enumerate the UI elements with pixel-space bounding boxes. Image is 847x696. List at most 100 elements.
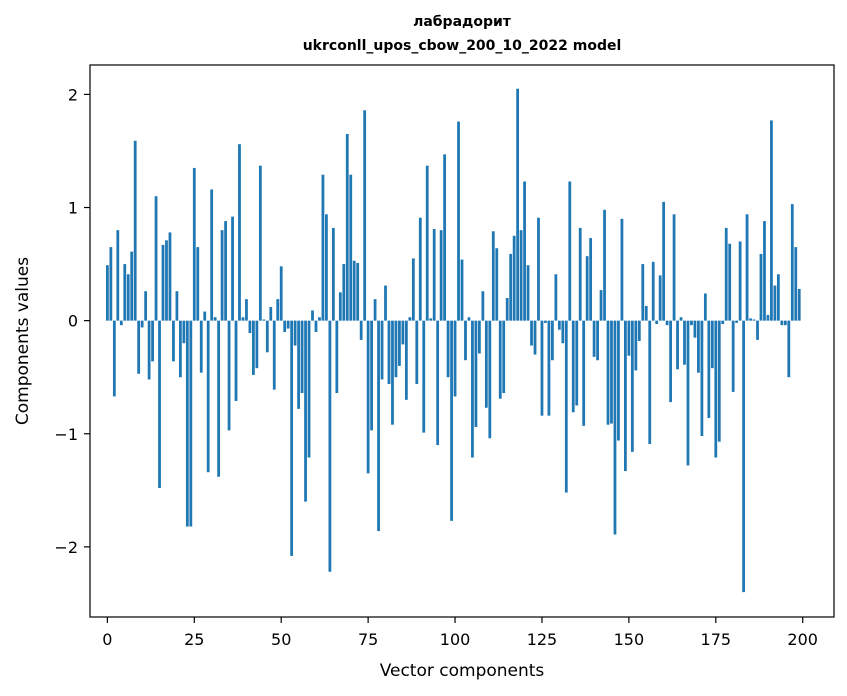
bar: [648, 320, 652, 444]
chart-subtitle: ukrconll_upos_cbow_200_10_2022 model: [303, 38, 622, 54]
x-axis-label: Vector components: [380, 661, 545, 681]
bar: [783, 320, 787, 326]
bar: [596, 320, 599, 361]
bar: [617, 320, 620, 441]
bar: [220, 230, 224, 321]
bar: [116, 230, 120, 321]
bar: [304, 320, 307, 502]
bar: [411, 258, 415, 321]
bar: [436, 320, 440, 446]
bar: [606, 320, 610, 425]
bar: [453, 320, 457, 397]
bar: [311, 310, 314, 321]
bar: [210, 189, 214, 321]
bar: [384, 285, 387, 321]
x-tick-label: 0: [102, 630, 112, 649]
bar: [213, 317, 217, 321]
bar: [690, 320, 693, 326]
bar: [314, 320, 318, 332]
bar: [196, 247, 200, 321]
bar: [498, 320, 502, 399]
bar: [331, 227, 335, 321]
bar: [401, 320, 405, 345]
bar: [547, 320, 551, 416]
bar: [700, 320, 704, 437]
bar: [255, 320, 259, 369]
bar: [286, 320, 290, 329]
bar: [613, 320, 617, 535]
bar: [624, 320, 627, 472]
bar: [398, 320, 401, 366]
bar: [290, 320, 294, 556]
x-tick-label: 175: [701, 630, 732, 649]
bar: [192, 167, 196, 321]
bar: [544, 320, 547, 323]
bar: [599, 290, 603, 321]
bar: [297, 320, 300, 409]
bar: [665, 320, 669, 326]
bar: [307, 320, 311, 458]
bar: [610, 320, 613, 424]
y-axis: −2 −1 0 1 2: [54, 85, 90, 557]
bar: [415, 320, 419, 384]
bar: [728, 243, 732, 321]
x-tick-label: 50: [271, 630, 291, 649]
bar: [603, 209, 606, 321]
bar: [731, 320, 735, 392]
bar: [561, 320, 565, 344]
bar: [203, 311, 207, 321]
bar: [491, 231, 495, 321]
bar: [345, 134, 349, 321]
bar: [554, 274, 558, 321]
bar: [185, 320, 189, 527]
bar: [338, 292, 342, 321]
bar: [763, 221, 766, 321]
bar: [637, 320, 641, 341]
bar: [123, 264, 127, 321]
bar: [432, 229, 436, 321]
bar: [446, 320, 450, 378]
bar: [749, 318, 752, 321]
bar: [585, 256, 589, 321]
bar: [394, 320, 398, 378]
bar: [484, 320, 488, 408]
bar: [182, 320, 186, 344]
bar: [450, 320, 453, 521]
y-tick-label: −1: [54, 425, 78, 444]
bar: [363, 110, 367, 321]
x-tick-label: 200: [787, 630, 818, 649]
bar: [537, 217, 540, 321]
bar: [359, 320, 363, 340]
bar: [391, 320, 394, 425]
bar: [471, 320, 474, 458]
bar: [526, 265, 530, 321]
bar: [224, 221, 227, 321]
bar: [130, 251, 134, 321]
bar: [516, 88, 520, 321]
bar: [349, 174, 353, 321]
bar: [457, 121, 460, 321]
bar: [105, 265, 109, 321]
bar: [693, 320, 697, 338]
bar: [387, 320, 391, 384]
bar: [578, 227, 582, 321]
bar: [217, 320, 221, 477]
bar: [721, 320, 725, 325]
bar: [151, 320, 154, 362]
bar: [137, 320, 141, 374]
bar: [325, 214, 328, 321]
bar: [759, 253, 763, 321]
bar: [766, 314, 770, 321]
bar: [707, 320, 711, 418]
bar: [439, 230, 443, 321]
bar: [627, 320, 631, 356]
bar: [540, 320, 544, 416]
bar: [752, 319, 756, 321]
bar: [133, 140, 137, 321]
bar: [790, 204, 794, 321]
bar: [293, 320, 297, 346]
bar: [697, 320, 700, 373]
bar: [582, 320, 586, 426]
bar: [735, 320, 739, 323]
